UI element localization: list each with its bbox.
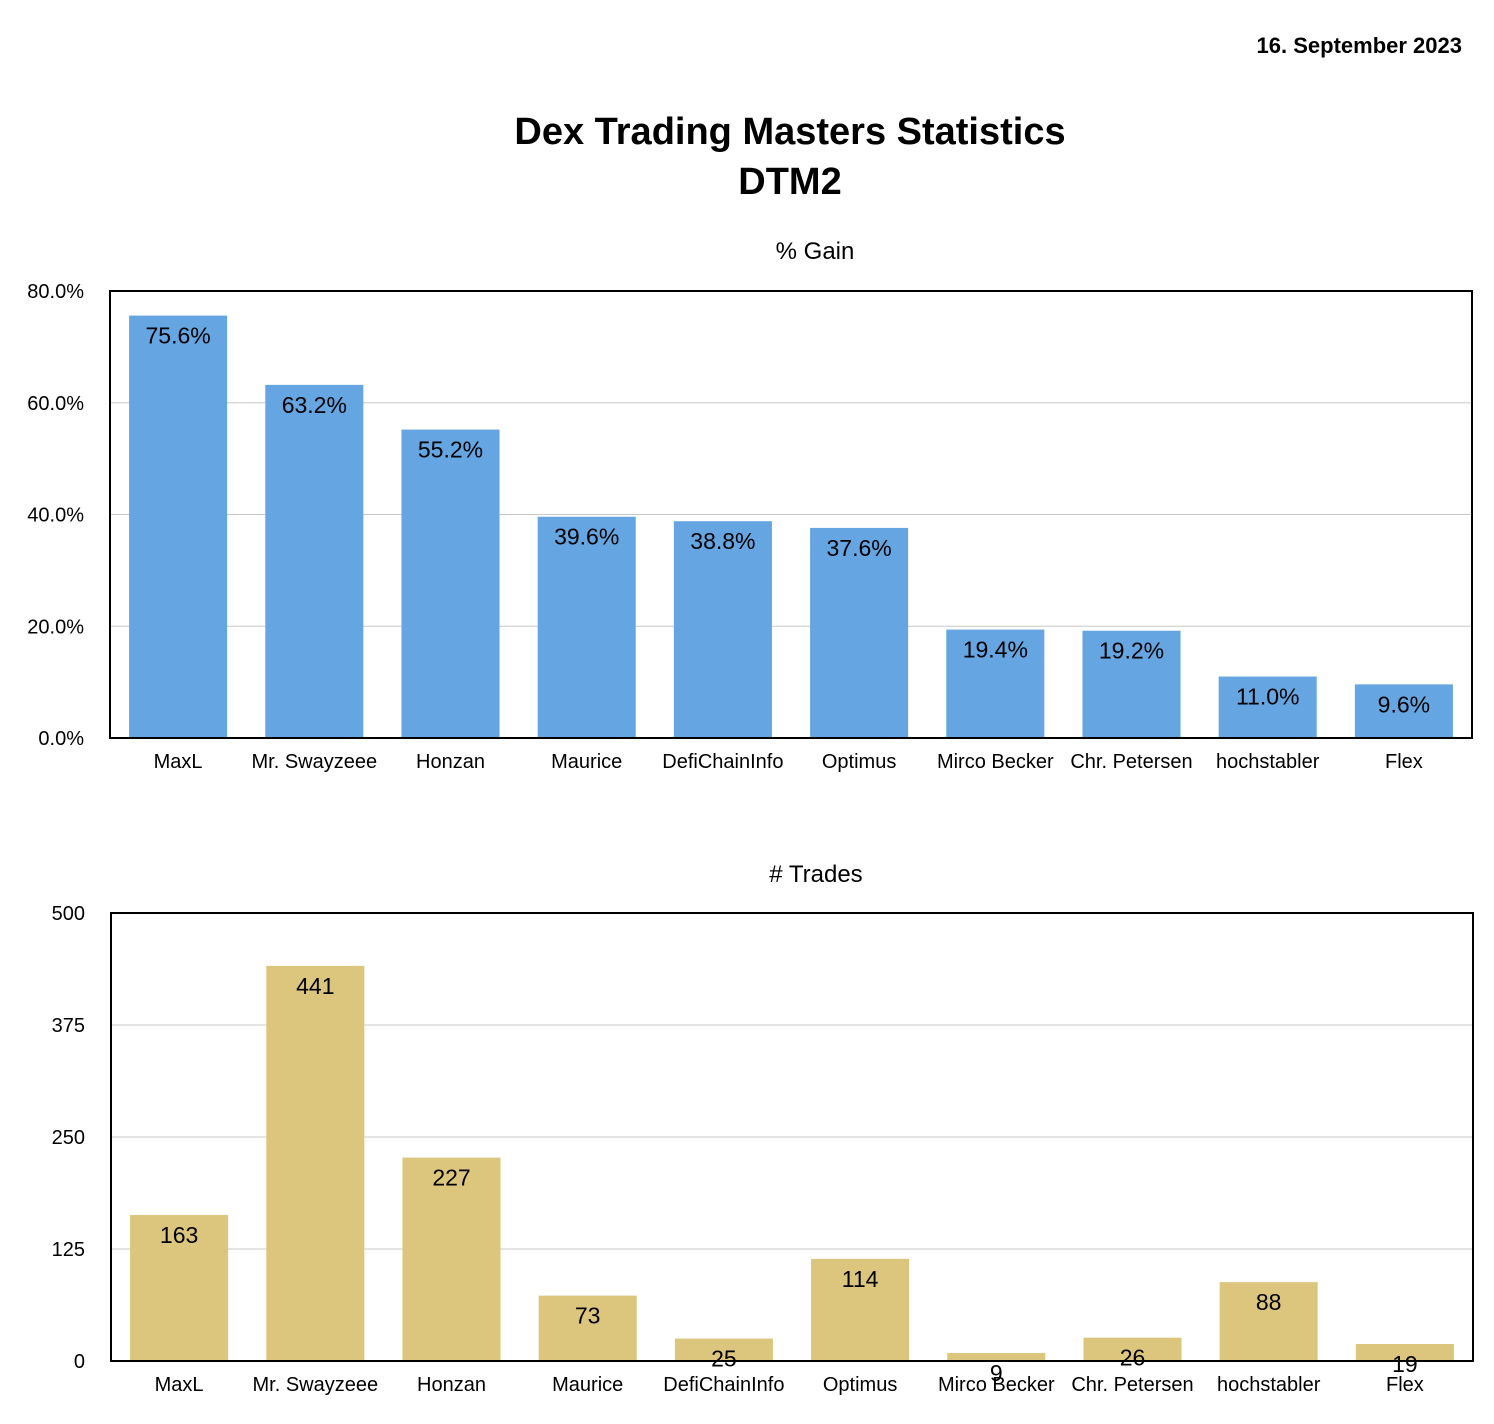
page-title: Dex Trading Masters Statistics [514, 111, 1066, 153]
data-label: 19.4% [963, 637, 1028, 663]
y-tick-label: 20.0% [27, 616, 84, 638]
bar-optimus [810, 527, 909, 738]
x-tick-label: Mirco Becker [938, 1374, 1055, 1396]
x-tick-label: Honzan [416, 751, 485, 773]
bar-honzan [402, 1157, 501, 1361]
data-label: 37.6% [826, 535, 891, 561]
data-label: 38.8% [690, 528, 755, 554]
bar-hochstabler [1219, 1282, 1318, 1361]
data-label: 88 [1256, 1289, 1282, 1315]
x-tick-label: Flex [1386, 1374, 1424, 1396]
data-label: 26 [1120, 1345, 1146, 1371]
data-label: 75.6% [145, 323, 210, 349]
x-tick-label: Chr. Petersen [1070, 751, 1192, 773]
data-label: 63.2% [282, 392, 347, 418]
data-label: 55.2% [418, 437, 483, 463]
x-tick-label: hochstabler [1217, 1374, 1321, 1396]
trades-chart: # Trades 0 125 250 375 500 163 MaxL 441 Mr. Swayz… [52, 861, 1474, 1396]
x-tick-label: Mr. Swayzeee [252, 1374, 378, 1396]
data-label: 25 [711, 1346, 737, 1372]
data-label: 11.0% [1236, 684, 1300, 710]
bar-defichaininfo [674, 1338, 773, 1361]
bar-hochstabler [1218, 676, 1317, 738]
x-tick-label: Mirco Becker [937, 751, 1054, 773]
page-subtitle: DTM2 [738, 161, 842, 203]
bar-maxl [129, 315, 228, 738]
y-tick-label: 80.0% [27, 281, 84, 303]
y-tick-label: 60.0% [27, 393, 84, 415]
data-label: 39.6% [554, 524, 619, 550]
y-tick-label: 0 [74, 1351, 85, 1373]
bar-maurice [538, 1295, 637, 1361]
bar-chr-petersen [1083, 1337, 1182, 1361]
y-tick-label: 125 [52, 1239, 85, 1261]
chart-title: # Trades [769, 861, 862, 888]
bar-mr-swayzeee [265, 384, 364, 738]
data-label: 9.6% [1378, 691, 1430, 717]
bar-flex [1354, 684, 1453, 738]
bar-mr-swayzeee [266, 965, 365, 1361]
data-label: 227 [432, 1165, 470, 1191]
x-tick-label: DefiChainInfo [663, 1374, 784, 1396]
x-tick-label: MaxL [155, 1374, 204, 1396]
bar-optimus [811, 1258, 910, 1361]
bar-maurice [537, 516, 636, 738]
y-tick-label: 500 [52, 903, 85, 925]
bar-mirco-becker [946, 629, 1045, 738]
x-tick-label: Optimus [822, 751, 896, 773]
data-label: 19.2% [1099, 638, 1164, 664]
x-tick-label: Honzan [417, 1374, 486, 1396]
x-tick-label: Mr. Swayzeee [251, 751, 377, 773]
x-tick-label: Maurice [552, 1374, 623, 1396]
x-tick-label: Flex [1385, 751, 1423, 773]
data-label: 163 [160, 1222, 198, 1248]
bar-honzan [401, 429, 500, 738]
x-tick-label: hochstabler [1216, 751, 1320, 773]
x-tick-label: Maurice [551, 751, 622, 773]
bar-flex [1355, 1343, 1454, 1361]
y-tick-label: 40.0% [27, 505, 84, 527]
data-label: 114 [842, 1266, 879, 1292]
bar-defichaininfo [673, 521, 772, 738]
report-date: 16. September 2023 [1256, 33, 1462, 58]
plot-frame [110, 912, 1474, 1362]
x-tick-label: DefiChainInfo [662, 751, 783, 773]
x-tick-label: Chr. Petersen [1071, 1374, 1193, 1396]
chart-title: % Gain [776, 238, 855, 265]
y-tick-label: 250 [52, 1127, 85, 1149]
data-label: 441 [296, 973, 334, 999]
x-tick-label: Optimus [823, 1374, 897, 1396]
bar-maxl [130, 1214, 229, 1361]
data-label: 9 [990, 1360, 1003, 1386]
data-label: 19 [1392, 1351, 1418, 1377]
x-tick-label: MaxL [154, 751, 203, 773]
bar-mirco-becker [947, 1352, 1046, 1361]
bar-chr-petersen [1082, 630, 1181, 738]
data-label: 73 [575, 1303, 601, 1329]
y-tick-label: 375 [52, 1015, 85, 1037]
y-tick-label: 0.0% [38, 728, 84, 750]
plot-frame [109, 290, 1473, 739]
gain-chart: % Gain 0.0% 20.0% 40.0% 60.0% 80.0% 75.6% MaxL 6… [27, 238, 1473, 773]
